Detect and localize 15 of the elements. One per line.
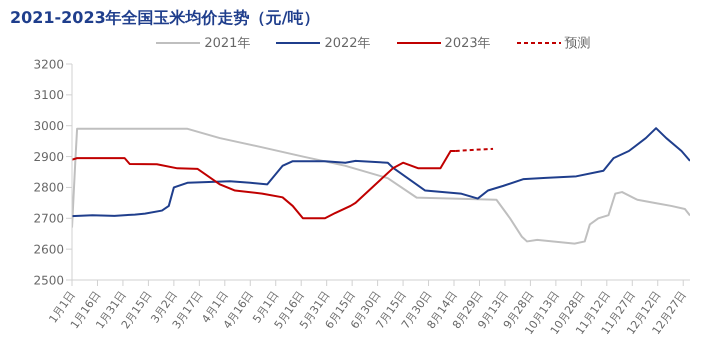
y-tick-label: 2900 xyxy=(33,150,64,164)
y-tick-label: 3100 xyxy=(33,88,64,102)
y-tick-label: 2800 xyxy=(33,180,64,195)
chart-title: 2021-2023年全国玉米均价走势（元/吨） xyxy=(9,7,321,29)
y-tick-label: 3000 xyxy=(33,118,64,133)
y-tick-label: 3200 xyxy=(33,57,64,72)
y-tick-label: 2500 xyxy=(33,273,64,288)
legend-label: 2023年 xyxy=(444,35,491,52)
line-series xyxy=(72,128,690,245)
legend-label: 2022年 xyxy=(324,35,371,52)
legend-label: 预测 xyxy=(564,35,591,52)
legend-label: 2021年 xyxy=(204,35,250,52)
y-tick-label: 2700 xyxy=(33,212,64,226)
line-series xyxy=(72,127,690,218)
y-tick-label: 2600 xyxy=(33,242,64,256)
